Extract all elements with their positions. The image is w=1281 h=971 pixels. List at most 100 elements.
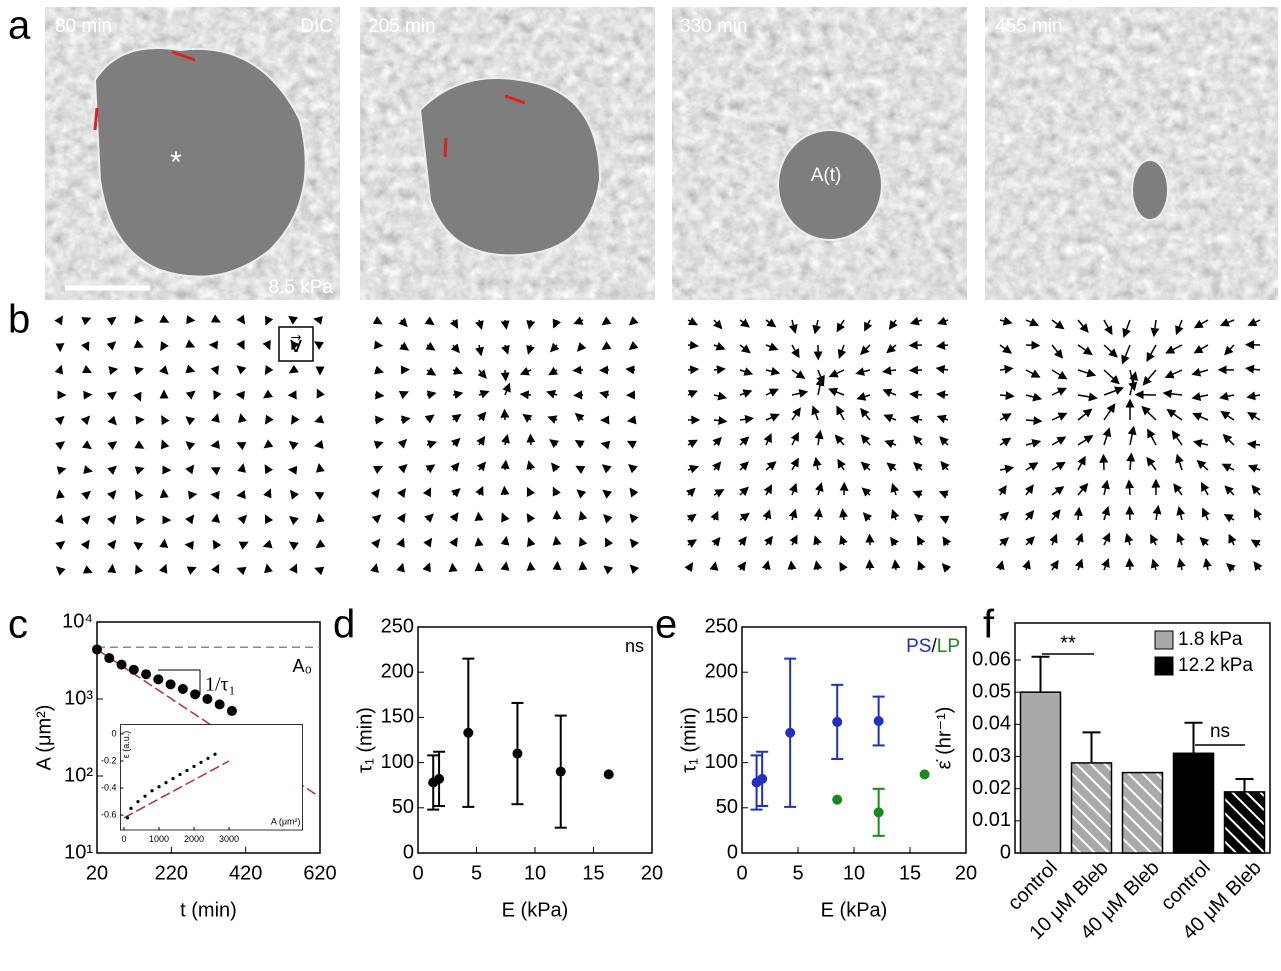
data-point [185,769,188,772]
velocity-arrow [1052,561,1058,570]
velocity-arrow [766,320,775,327]
legend-swatch [1155,631,1173,649]
panel-label: d [333,603,355,647]
velocity-arrow [740,537,746,545]
velocity-arrow [816,458,818,470]
velocity-arrow [527,514,531,520]
velocity-arrow [319,465,320,470]
legend-swatch [1155,657,1173,675]
velocity-arrow [375,565,376,570]
velocity-arrow [838,460,844,470]
velocity-arrow [740,488,748,495]
velocity-arrow [840,563,844,570]
velocity-arrow [1123,345,1130,363]
velocity-arrow [138,345,142,347]
velocity-arrow [1000,468,1013,470]
velocity-arrow [401,392,408,395]
velocity-arrow [112,467,116,470]
velocity-arrow [939,320,948,324]
velocity-arrow [1206,559,1208,570]
velocity-arrow [1078,436,1092,445]
velocity-arrow [627,369,635,370]
velocity-arrow [1255,510,1260,520]
data-point [157,785,160,788]
velocity-arrow [86,345,88,350]
velocity-arrow [1225,515,1234,520]
bar [1174,753,1214,853]
velocity-arrow [505,537,506,545]
wound [1132,160,1168,220]
velocity-arrow [938,417,948,420]
velocity-arrow [893,510,896,520]
velocity-arrow [1156,506,1158,520]
velocity-arrow [830,370,844,376]
legend-label: 1.8 kPa [1178,629,1243,650]
velocity-arrow [549,417,557,420]
data-point [434,774,444,784]
velocity-legend: v⃗ [289,332,302,357]
velocity-arrow [766,434,771,445]
velocity-arrow [837,320,844,331]
velocity-arrow [479,487,483,495]
velocity-arrow [315,342,320,345]
velocity-arrow [187,417,190,420]
velocity-arrow [521,394,531,395]
velocity-arrow [792,320,795,332]
velocity-arrow [1195,320,1208,327]
velocity-arrow [1000,513,1008,520]
velocity-arrow [238,569,242,570]
velocity-arrow [268,345,270,349]
velocity-arrow [318,390,320,395]
x-tick-label: 20 [86,862,108,884]
velocity-arrow [1147,345,1156,361]
velocity-arrow [603,465,609,470]
velocity-arrow [1078,320,1088,332]
velocity-arrow [401,514,405,520]
velocity-arrow [1026,320,1038,325]
micrograph [985,7,1278,300]
velocity-arrow [554,320,557,327]
velocity-arrow [714,345,724,349]
velocity-arrow [427,345,434,350]
velocity-arrow [1167,345,1182,353]
y-tick-label: 10⁴ [62,610,93,632]
y-tick-label: 250 [381,615,414,637]
velocity-arrow [1052,437,1065,445]
data-point [141,669,151,679]
velocity-arrow [138,395,140,400]
panel-label: c [8,603,28,647]
bar [1021,692,1061,853]
velocity-arrow [1078,409,1091,420]
y-tick-label: 100 [381,751,414,773]
velocity-arrow [766,562,768,570]
velocity-arrow [1000,395,1013,396]
velocity-arrow [1104,429,1109,445]
velocity-arrow [138,369,142,370]
velocity-arrow [688,540,696,545]
data-point [206,757,209,760]
velocity-arrow [268,490,270,495]
data-point [143,795,146,798]
velocity-arrow [1104,559,1108,570]
data-point [104,653,114,663]
velocity-arrow [1078,345,1092,354]
velocity-arrow [1166,370,1182,377]
legend: PS/LP [906,636,960,657]
x-tick-label: 3000 [219,834,239,844]
velocity-arrow [941,517,948,520]
velocity-arrow [1052,370,1066,379]
velocity-arrow [530,563,531,570]
velocity-arrow [136,491,138,495]
velocity-arrow [401,465,406,470]
velocity-arrow [891,538,896,545]
velocity-arrow [836,436,844,445]
velocity-arrow [237,394,242,395]
velocity-arrow [630,345,635,349]
data-point [556,767,566,777]
y-axis-label: A (μm²) [33,705,55,771]
velocity-arrow [316,492,320,495]
velocity-arrow [60,442,64,445]
x-axis-label: E (kPa) [502,899,569,921]
velocity-arrow [479,345,481,355]
x-tick-label: 15 [899,862,921,884]
